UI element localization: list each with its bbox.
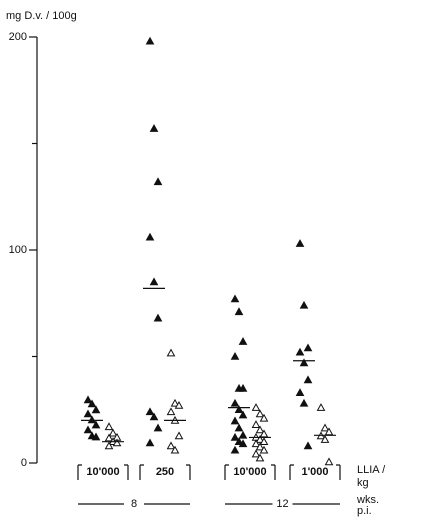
group-bracket [289, 464, 341, 480]
week-label: p.i. [357, 505, 372, 517]
filled-point [234, 405, 244, 414]
open-point [174, 400, 184, 409]
filled-point [238, 410, 248, 419]
y-axis-label: mg D.v. / 100g [6, 10, 77, 22]
filled-point [238, 383, 248, 392]
filled-point [91, 405, 101, 414]
dose-label: LLIA / [357, 464, 386, 476]
open-point [259, 429, 269, 438]
filled-point [299, 358, 309, 367]
open-point [255, 435, 265, 443]
filled-point [295, 388, 305, 397]
filled-point [87, 399, 97, 408]
filled-point [234, 437, 244, 445]
open-point [255, 409, 265, 418]
group-bracket [77, 464, 129, 480]
open-point [251, 403, 261, 411]
open-point [112, 438, 122, 447]
filled-point [145, 232, 155, 241]
group-label: 10'000 [233, 466, 266, 478]
dose-label: kg [357, 477, 369, 489]
week-value: 12 [276, 498, 288, 510]
week-label: wks. [356, 494, 379, 506]
filled-point [87, 415, 97, 424]
open-point [251, 439, 261, 448]
filled-point [149, 124, 159, 132]
filled-point [145, 36, 155, 45]
filled-point [238, 430, 248, 439]
open-point [259, 445, 269, 454]
filled-point [303, 441, 313, 450]
y-tick-label: 0 [21, 457, 27, 469]
open-point [324, 427, 334, 436]
open-point [259, 413, 269, 422]
open-point [251, 449, 261, 458]
open-point [166, 348, 176, 357]
group-bracket [139, 464, 191, 480]
filled-point [149, 277, 159, 286]
filled-point [145, 407, 155, 416]
filled-point [295, 347, 305, 356]
filled-point [230, 351, 240, 360]
open-point [324, 457, 334, 466]
filled-point [299, 398, 309, 407]
open-point [255, 442, 265, 451]
open-point [166, 407, 176, 416]
filled-point [238, 439, 248, 448]
open-point [104, 433, 114, 442]
filled-point [295, 239, 305, 247]
filled-point [299, 300, 309, 309]
filled-point [91, 420, 101, 429]
week-value: 8 [131, 498, 137, 510]
open-point [166, 441, 176, 450]
open-point [104, 422, 114, 431]
filled-point [149, 412, 159, 421]
filled-point [230, 398, 240, 407]
filled-point [153, 313, 163, 322]
filled-point [83, 395, 93, 404]
filled-point [153, 423, 163, 432]
filled-point [153, 177, 163, 186]
filled-point [303, 343, 313, 352]
open-point [104, 441, 114, 450]
open-point [108, 428, 118, 437]
filled-point [238, 337, 248, 345]
group-label: 250 [156, 466, 174, 478]
open-point [170, 398, 180, 407]
filled-point [230, 432, 240, 441]
filled-point [83, 425, 93, 434]
filled-point [91, 432, 101, 441]
filled-point [83, 409, 93, 418]
group-bracket [224, 464, 276, 480]
open-point [255, 453, 265, 462]
y-tick-label: 200 [9, 31, 27, 43]
y-tick-label: 100 [9, 244, 27, 256]
filled-point [234, 423, 244, 432]
filled-point [230, 294, 240, 303]
open-point [255, 425, 265, 434]
open-point [320, 435, 330, 443]
filled-point [234, 307, 244, 316]
open-point [259, 437, 269, 445]
filled-point [303, 375, 313, 384]
group-label: 10'000 [86, 466, 119, 478]
open-point [251, 420, 261, 428]
open-point [174, 431, 184, 440]
filled-point [145, 438, 155, 447]
open-point [170, 445, 180, 454]
group-label: 1'000 [301, 466, 328, 478]
filled-point [230, 416, 240, 425]
open-point [316, 403, 326, 411]
filled-point [230, 445, 240, 454]
open-point [320, 423, 330, 432]
